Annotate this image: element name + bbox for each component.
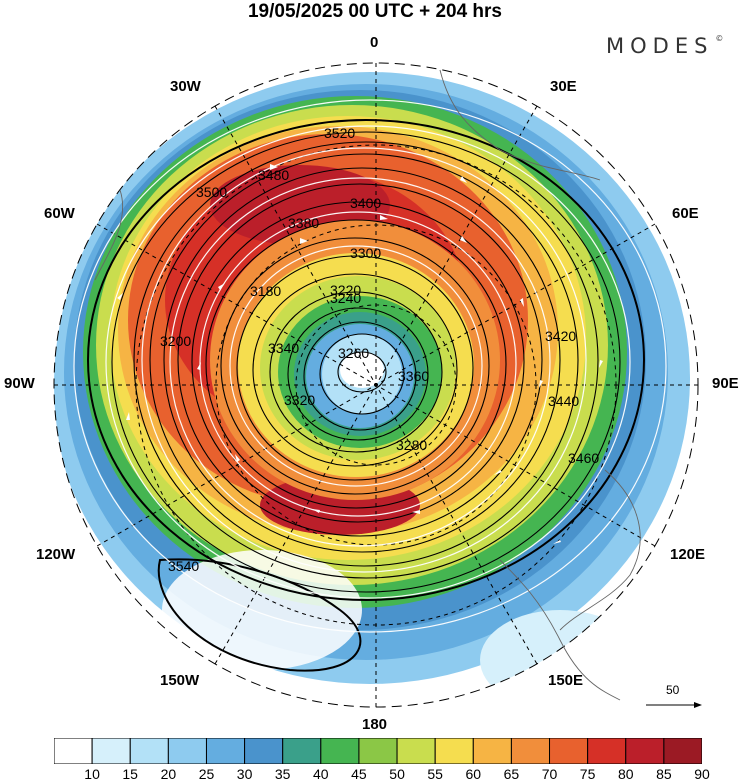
contour-3540 bbox=[157, 558, 362, 672]
contour-label: 3340 bbox=[268, 340, 300, 356]
wind-arrows bbox=[117, 164, 603, 544]
contour-label: 3300 bbox=[350, 245, 382, 261]
lon-label-90w: 90W bbox=[4, 375, 35, 392]
colorbar-swatch bbox=[129, 738, 169, 764]
colorbar-tick-label: 60 bbox=[465, 766, 482, 782]
wind-streamlines bbox=[73, 99, 667, 633]
contour-label: 3360 bbox=[398, 368, 430, 384]
contour-label: 3440 bbox=[548, 393, 580, 409]
contour-label: 3320 bbox=[284, 392, 316, 408]
lon-label-120e: 120E bbox=[670, 546, 706, 563]
colorbar-tick-label: 90 bbox=[694, 766, 710, 782]
colorbar-tick-label: 50 bbox=[389, 766, 405, 782]
lon-label-90e: 90E bbox=[712, 375, 739, 392]
colorbar-swatch bbox=[510, 738, 551, 764]
colorbar-swatch bbox=[244, 738, 284, 764]
colorbar-tick-label: 10 bbox=[84, 766, 100, 782]
lon-label-60e: 60E bbox=[672, 205, 699, 222]
lon-label-30w: 30W bbox=[170, 78, 201, 95]
colorbar-swatch bbox=[167, 738, 207, 764]
contour-label: 3200 bbox=[160, 333, 192, 349]
colorbar-swatch bbox=[472, 738, 512, 764]
colorbar-tick-label: 20 bbox=[160, 766, 177, 782]
colorbar-swatch bbox=[358, 738, 398, 764]
contour-label: 3220 bbox=[330, 282, 362, 298]
height-contours bbox=[111, 131, 621, 672]
brand-logo: MODES © bbox=[606, 34, 724, 58]
lon-label-60w: 60W bbox=[44, 205, 75, 222]
colorbar-swatch bbox=[587, 738, 627, 764]
colorbar-swatch bbox=[549, 738, 589, 764]
colorbar-swatch bbox=[282, 738, 322, 764]
lon-label-150w: 150W bbox=[160, 672, 200, 689]
lon-label-150e: 150E bbox=[548, 672, 584, 689]
colorbar bbox=[54, 738, 702, 764]
colorbar-tick-label: 45 bbox=[351, 766, 367, 782]
contour-label: 3420 bbox=[545, 328, 577, 344]
vector-scale-label: 50 bbox=[666, 683, 680, 697]
lon-label-120w: 120W bbox=[36, 546, 76, 563]
colorbar-tick-label: 70 bbox=[541, 766, 558, 782]
colorbar-tick-label: 15 bbox=[122, 766, 138, 782]
contour-label: 3500 bbox=[196, 184, 228, 200]
colorbar-swatch bbox=[434, 738, 474, 764]
colorbar-swatch bbox=[320, 738, 360, 764]
contour-label: 3520 bbox=[324, 125, 356, 141]
colorbar-tick-label: 55 bbox=[427, 766, 443, 782]
contour-label: 3460 bbox=[568, 450, 600, 466]
colorbar-tick-label: 75 bbox=[579, 766, 596, 782]
lon-label-0: 0 bbox=[370, 34, 379, 51]
contour-label: 3280 bbox=[396, 437, 428, 453]
colorbar-swatch bbox=[396, 738, 436, 764]
lon-label-180: 180 bbox=[362, 716, 388, 733]
colorbar-swatch bbox=[663, 738, 702, 764]
bold-contours bbox=[87, 119, 645, 601]
vector-legend-arrow bbox=[646, 702, 702, 708]
colorbar-tick-label: 30 bbox=[236, 766, 253, 782]
colorbar-swatch bbox=[205, 738, 246, 764]
colorbar-swatch bbox=[54, 738, 93, 764]
wind-speed-field bbox=[54, 63, 698, 707]
colorbar-tick-label: 80 bbox=[618, 766, 634, 782]
colorbar-tick-label: 65 bbox=[503, 766, 520, 782]
colorbar-swatch bbox=[91, 738, 131, 764]
contour-label: 3380 bbox=[288, 215, 320, 231]
contour-label: 3240 bbox=[330, 290, 362, 306]
contour-label: 3260 bbox=[338, 345, 370, 361]
map-boundary bbox=[53, 62, 699, 708]
contour-label: 3480 bbox=[258, 167, 290, 183]
contour-label: 3540 bbox=[168, 558, 200, 574]
colorbar-swatch bbox=[625, 738, 665, 764]
colorbar-tick-label: 40 bbox=[313, 766, 329, 782]
graticule bbox=[54, 63, 698, 707]
colorbar-tick-label: 35 bbox=[274, 766, 291, 782]
colorbar-tick-label: 25 bbox=[198, 766, 215, 782]
contour-label: 3180 bbox=[250, 283, 282, 299]
lon-label-30e: 30E bbox=[550, 78, 577, 95]
coastlines bbox=[94, 69, 641, 701]
map-title: 19/05/2025 00 UTC + 204 hrs bbox=[247, 1, 503, 22]
colorbar-tick-label: 85 bbox=[656, 766, 672, 782]
contour-label: 3400 bbox=[350, 195, 382, 211]
